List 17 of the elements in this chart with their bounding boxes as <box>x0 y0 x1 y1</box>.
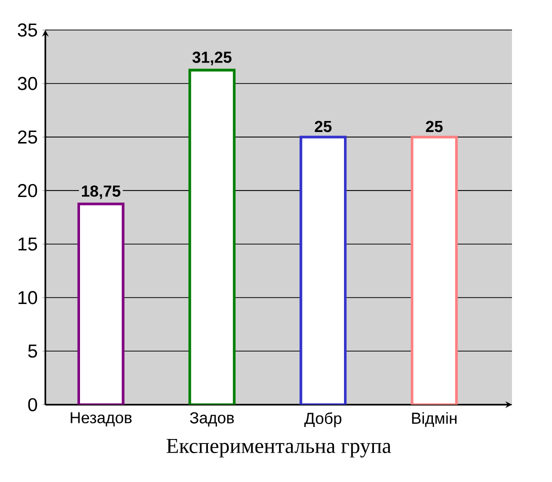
data-label: 25 <box>426 120 443 132</box>
x-tick-label: Задов <box>190 412 234 426</box>
y-tick-label: 15 <box>18 238 38 251</box>
x-axis-title: Експериментальна група <box>166 438 392 458</box>
y-tick-label: 0 <box>28 398 38 412</box>
y-tick-label: 30 <box>18 76 38 90</box>
y-tick-label: 10 <box>18 291 38 304</box>
x-tick-label: Добр <box>304 412 342 428</box>
y-tick-label: 20 <box>18 184 38 198</box>
x-tick-label: Незадов <box>70 412 132 426</box>
y-tick-label: 35 <box>18 23 38 37</box>
y-tick-label: 25 <box>18 130 38 144</box>
x-tick-label: Відмін <box>412 412 456 427</box>
data-label: 18,75 <box>82 185 120 200</box>
data-label: 31,25 <box>192 52 232 66</box>
data-label: 25 <box>314 120 332 132</box>
y-tick-label: 5 <box>28 344 38 358</box>
